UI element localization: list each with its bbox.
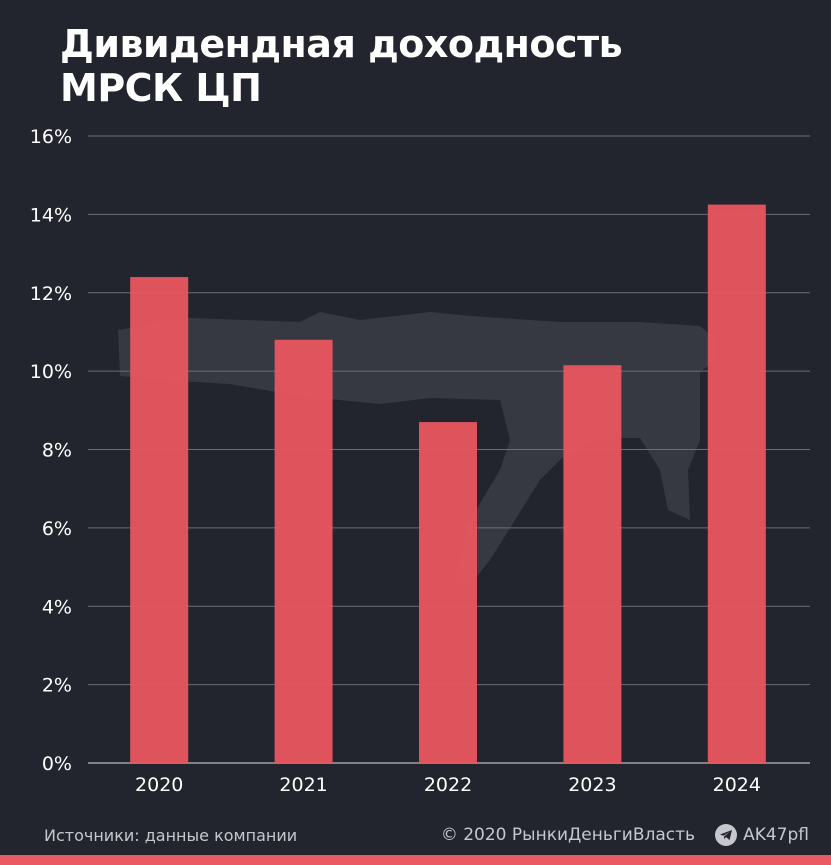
x-tick-label: 2023 bbox=[568, 774, 616, 796]
bar-2021 bbox=[274, 339, 333, 763]
bar-2023 bbox=[563, 365, 622, 763]
y-tick-label: 2% bbox=[42, 675, 72, 697]
x-tick-label: 2021 bbox=[279, 774, 327, 796]
bar-series bbox=[130, 204, 766, 763]
y-tick-label: 16% bbox=[30, 126, 72, 148]
chart-title: Дивидендная доходность МРСК ЦП bbox=[60, 22, 623, 110]
source-note: Источники: данные компании bbox=[44, 826, 298, 845]
rifle-watermark-icon bbox=[118, 312, 716, 585]
y-tick-label: 12% bbox=[30, 283, 72, 305]
y-tick-label: 6% bbox=[42, 518, 72, 540]
y-tick-label: 10% bbox=[30, 361, 72, 383]
telegram-handle[interactable]: AK47pfl bbox=[743, 825, 809, 845]
y-tick-label: 8% bbox=[42, 440, 72, 462]
bar-2022 bbox=[419, 422, 477, 763]
y-tick-label: 14% bbox=[30, 204, 72, 226]
bottom-accent-strip bbox=[0, 855, 831, 865]
x-tick-label: 2020 bbox=[135, 774, 183, 796]
copyright-text: © 2020 РынкиДеньгиВласть bbox=[440, 825, 696, 845]
telegram-icon[interactable] bbox=[715, 824, 738, 846]
y-axis-tick-labels: 0% 2% 4% 6% 8% 10% 12% 14% 16% bbox=[30, 126, 72, 775]
x-tick-label: 2024 bbox=[713, 774, 761, 796]
grid-lines bbox=[88, 135, 810, 764]
bar-2020 bbox=[130, 277, 189, 763]
x-axis-tick-labels: 2020 2021 2022 2023 2024 bbox=[135, 774, 761, 796]
y-tick-label: 0% bbox=[42, 753, 72, 775]
bar-2024 bbox=[707, 204, 766, 763]
y-tick-label: 4% bbox=[42, 596, 72, 618]
x-tick-label: 2022 bbox=[424, 774, 472, 796]
footer-credits: © 2020 РынкиДеньгиВласть AK47pfl bbox=[441, 824, 809, 846]
